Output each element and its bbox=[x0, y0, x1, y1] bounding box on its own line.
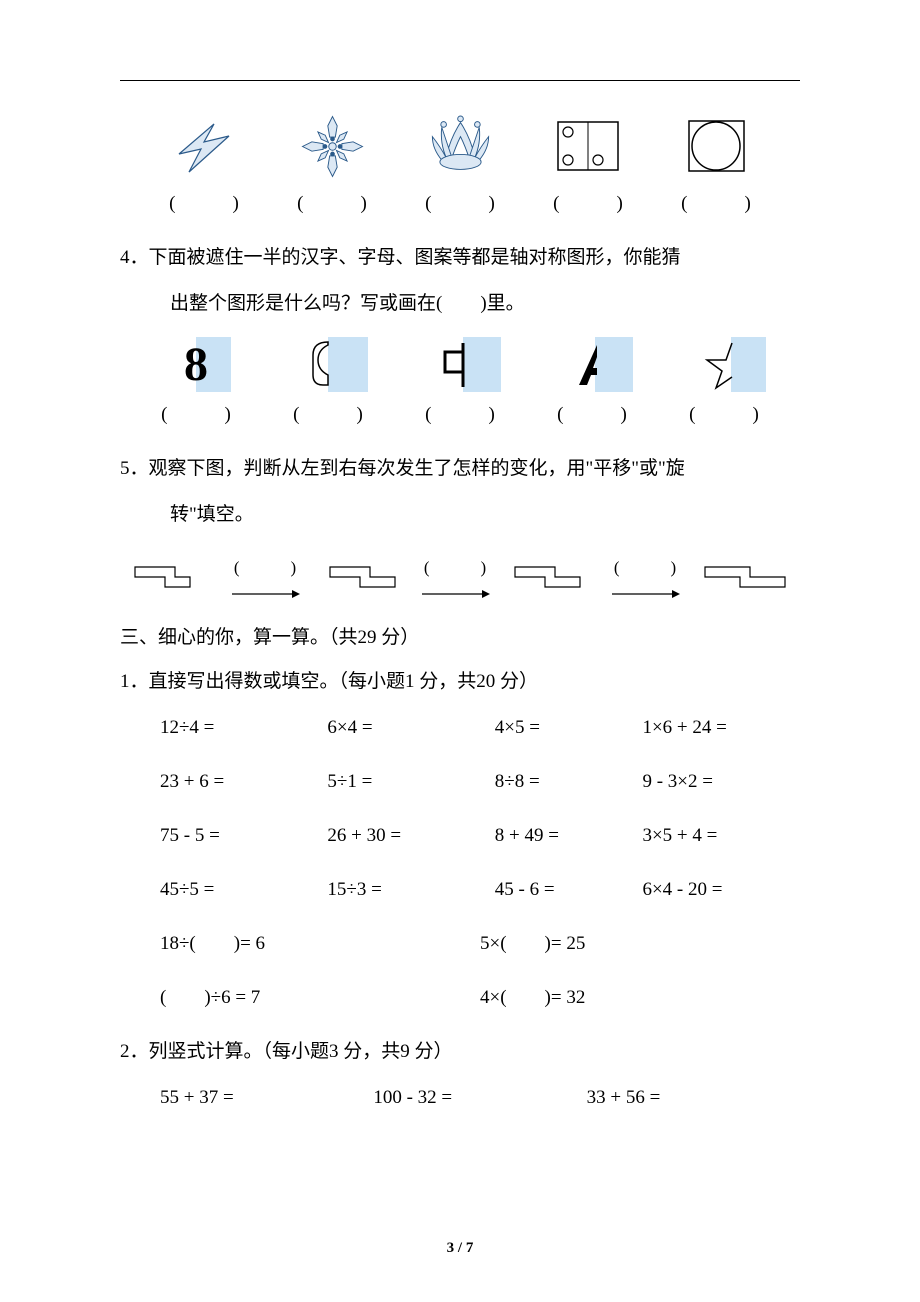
section3-head: 三、细心的你，算一算。（共29 分） bbox=[120, 620, 800, 656]
calc-cell: 8 + 49 = bbox=[495, 818, 643, 854]
vert-cell: 100 - 32 = bbox=[373, 1080, 586, 1116]
arrow-2: ( ) bbox=[405, 552, 505, 600]
page-number: 3 / 7 bbox=[0, 1234, 920, 1263]
calc-row: 45÷5 = 15÷3 = 45 - 6 = 6×4 - 20 = bbox=[160, 872, 800, 908]
paren-blank: ( ) bbox=[415, 397, 505, 433]
calc-cell: 12÷4 = bbox=[160, 710, 327, 746]
calc-row: 18÷( )= 6 5×( )= 25 bbox=[160, 926, 800, 962]
q4-text: 4．下面被遮住一半的汉字、字母、图案等都是轴对称图形，你能猜 bbox=[120, 240, 800, 276]
icon-snowflake bbox=[282, 111, 382, 181]
calc-row: 12÷4 = 6×4 = 4×5 = 1×6 + 24 = bbox=[160, 710, 800, 746]
calc-cell: 45÷5 = bbox=[160, 872, 327, 908]
calc-cell: 15÷3 = bbox=[327, 872, 494, 908]
shape-1 bbox=[130, 552, 210, 602]
q4-line1: 下面被遮住一半的汉字、字母、图案等都是轴对称图形，你能猜 bbox=[149, 247, 681, 268]
q4-half-row: 8 bbox=[120, 337, 800, 392]
q4-paren-row: ( ) ( ) ( ) ( ) ( ) bbox=[120, 397, 800, 433]
icon-flower bbox=[410, 111, 510, 181]
calc-cell: ( )÷6 = 7 bbox=[160, 980, 480, 1016]
half-clip bbox=[283, 337, 373, 392]
calc-cell: 23 + 6 = bbox=[160, 764, 327, 800]
q5-text: 5．观察下图，判断从左到右每次发生了怎样的变化，用"平移"或"旋 bbox=[120, 451, 800, 487]
calc-cell: 18÷( )= 6 bbox=[160, 926, 480, 962]
vert-cell: 33 + 56 = bbox=[587, 1080, 800, 1116]
q4-num: 4． bbox=[120, 247, 149, 268]
arrow-1: ( ) bbox=[215, 552, 315, 600]
q5-line2: 转"填空。 bbox=[120, 497, 800, 533]
vert-cell: 55 + 37 = bbox=[160, 1080, 373, 1116]
q5-transform-row: ( ) ( ) ( ) bbox=[120, 552, 800, 602]
half-zhong bbox=[415, 337, 505, 392]
icon-circle-square bbox=[666, 111, 766, 181]
half-a bbox=[547, 337, 637, 392]
calc-row: 23 + 6 = 5÷1 = 8÷8 = 9 - 3×2 = bbox=[160, 764, 800, 800]
calc-cell: 4×5 = bbox=[495, 710, 643, 746]
calc-cell: 6×4 = bbox=[327, 710, 494, 746]
icon-domino bbox=[538, 111, 638, 181]
shape-2 bbox=[320, 552, 400, 602]
vert-calc-row: 55 + 37 = 100 - 32 = 33 + 56 = bbox=[160, 1080, 800, 1116]
q4-line2: 出整个图形是什么吗？写或画在( )里。 bbox=[120, 286, 800, 322]
half-8: 8 bbox=[151, 337, 241, 392]
paren-blank: ( ) bbox=[154, 186, 254, 222]
arrow-label: ( ) bbox=[234, 552, 296, 584]
calc-cell: 75 - 5 = bbox=[160, 818, 327, 854]
arrow-3: ( ) bbox=[595, 552, 695, 600]
calc-grid: 12÷4 = 6×4 = 4×5 = 1×6 + 24 = 23 + 6 = 5… bbox=[160, 710, 800, 1017]
calc-cell: 5÷1 = bbox=[327, 764, 494, 800]
paren-blank: ( ) bbox=[679, 397, 769, 433]
calc-row: ( )÷6 = 7 4×( )= 32 bbox=[160, 980, 800, 1016]
paren-blank: ( ) bbox=[282, 186, 382, 222]
icon-lightning bbox=[154, 111, 254, 181]
q3-paren-row: ( ) ( ) ( ) ( ) ( ) bbox=[120, 186, 800, 222]
calc-cell: 3×5 + 4 = bbox=[642, 818, 800, 854]
calc-cell: 8÷8 = bbox=[495, 764, 643, 800]
section3-sub1: 1．直接写出得数或填空。（每小题1 分，共20 分） bbox=[120, 664, 800, 700]
arrow-label: ( ) bbox=[424, 552, 486, 584]
shape-3 bbox=[510, 552, 590, 602]
shape-4 bbox=[700, 552, 790, 602]
q5-line1: 观察下图，判断从左到右每次发生了怎样的变化，用"平移"或"旋 bbox=[149, 458, 685, 479]
half-star bbox=[679, 337, 769, 392]
paren-blank: ( ) bbox=[547, 397, 637, 433]
calc-cell: 9 - 3×2 = bbox=[642, 764, 800, 800]
paren-blank: ( ) bbox=[666, 186, 766, 222]
section3-sub2: 2．列竖式计算。（每小题3 分，共9 分） bbox=[120, 1034, 800, 1070]
calc-row: 75 - 5 = 26 + 30 = 8 + 49 = 3×5 + 4 = bbox=[160, 818, 800, 854]
page-rule bbox=[120, 80, 800, 81]
q5-num: 5． bbox=[120, 458, 149, 479]
paren-blank: ( ) bbox=[283, 397, 373, 433]
calc-cell: 45 - 6 = bbox=[495, 872, 643, 908]
calc-cell: 26 + 30 = bbox=[327, 818, 494, 854]
paren-blank: ( ) bbox=[410, 186, 510, 222]
paren-blank: ( ) bbox=[538, 186, 638, 222]
calc-cell: 1×6 + 24 = bbox=[642, 710, 800, 746]
calc-cell: 5×( )= 25 bbox=[480, 926, 800, 962]
calc-cell: 4×( )= 32 bbox=[480, 980, 800, 1016]
arrow-label: ( ) bbox=[614, 552, 676, 584]
q3-icon-row bbox=[120, 111, 800, 181]
calc-cell: 6×4 - 20 = bbox=[642, 872, 800, 908]
